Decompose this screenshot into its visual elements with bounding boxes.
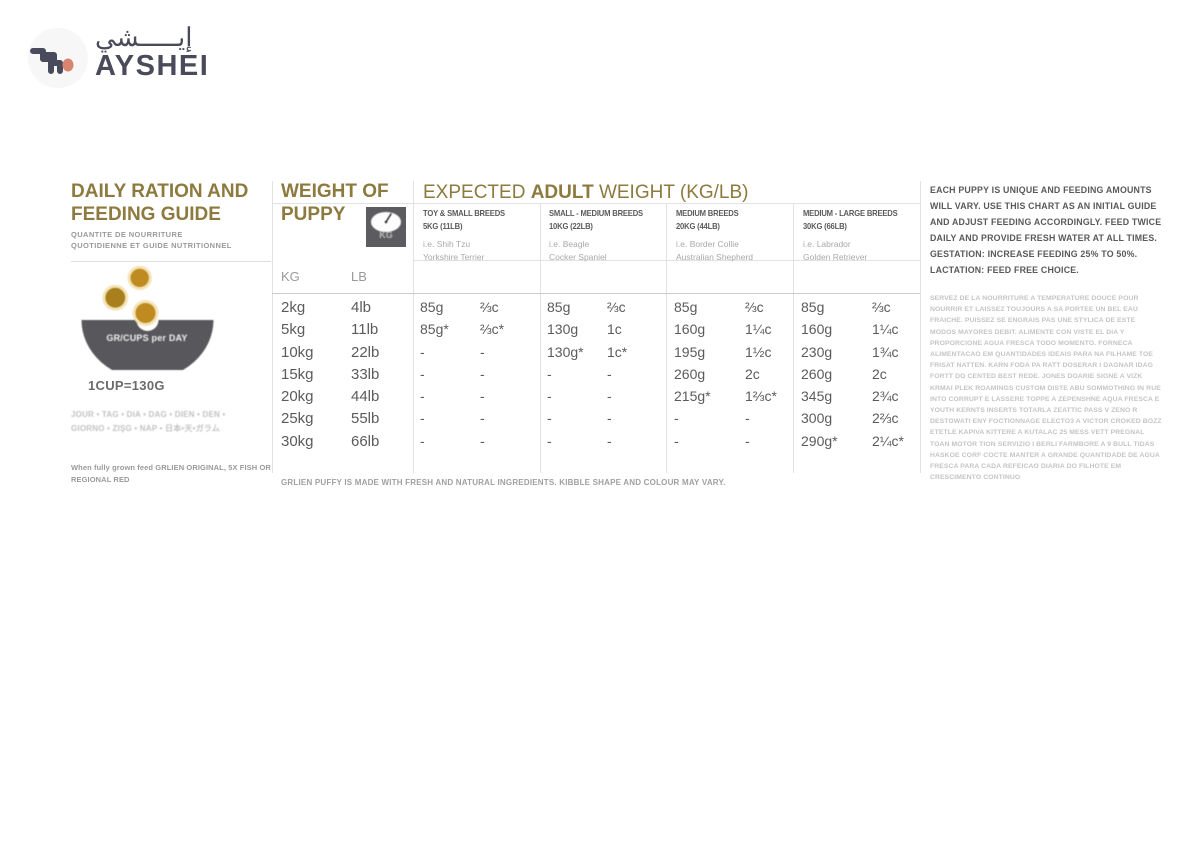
svg-text:KG: KG bbox=[379, 230, 393, 240]
svg-text:GR/CUPS per DAY: GR/CUPS per DAY bbox=[106, 333, 187, 343]
